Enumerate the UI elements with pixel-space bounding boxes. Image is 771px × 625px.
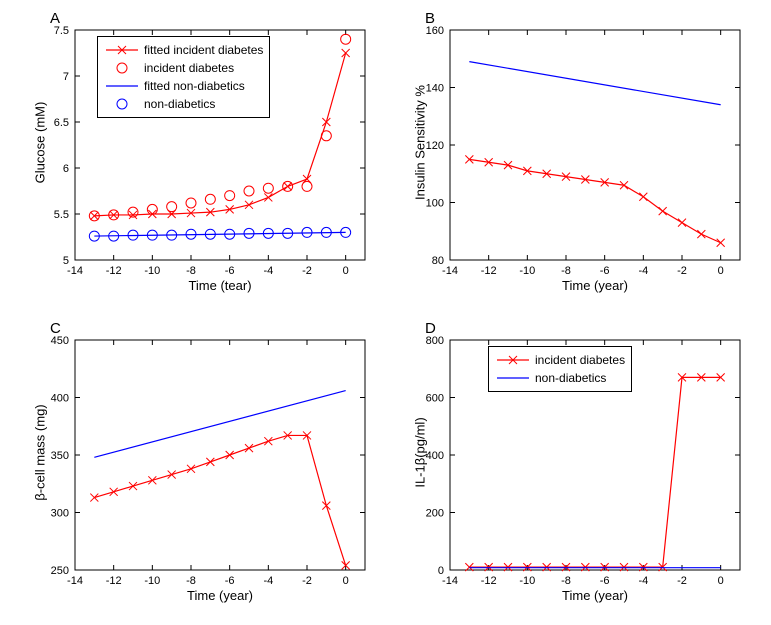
svg-text:250: 250 <box>51 565 69 577</box>
svg-text:100: 100 <box>426 198 444 210</box>
panel-a-ylabel: Glucose (mM) <box>33 98 48 188</box>
svg-text:800: 800 <box>426 335 444 347</box>
svg-text:-6: -6 <box>600 265 610 277</box>
panel-d-legend: incident diabetes non-diabetics <box>488 346 632 392</box>
legend-label: incident diabetes <box>144 61 234 75</box>
svg-text:-14: -14 <box>442 265 458 277</box>
panel-d-ylabel: IL-1β(pg/ml) <box>413 403 428 503</box>
svg-text:-8: -8 <box>186 265 196 277</box>
svg-text:-14: -14 <box>442 575 458 587</box>
svg-text:-6: -6 <box>225 575 235 587</box>
legend-item: non-diabetics <box>495 369 625 387</box>
svg-text:300: 300 <box>51 508 69 520</box>
svg-text:80: 80 <box>432 255 444 267</box>
panel-c-xlabel: Time (year) <box>75 588 365 603</box>
panel-c-svg: -14-12-10-8-6-4-20250300350400450 <box>75 340 365 570</box>
svg-text:0: 0 <box>718 575 724 587</box>
svg-text:-2: -2 <box>677 265 687 277</box>
legend-swatch <box>104 61 140 75</box>
panel-c: -14-12-10-8-6-4-20250300350400450 <box>75 340 365 570</box>
svg-text:-8: -8 <box>186 575 196 587</box>
svg-text:5.5: 5.5 <box>54 209 69 221</box>
svg-text:600: 600 <box>426 393 444 405</box>
svg-text:-4: -4 <box>263 265 273 277</box>
legend-swatch <box>104 43 140 57</box>
svg-text:6.5: 6.5 <box>54 117 69 129</box>
svg-text:7: 7 <box>63 71 69 83</box>
svg-text:-10: -10 <box>144 265 160 277</box>
legend-label: non-diabetics <box>535 371 606 385</box>
svg-text:-12: -12 <box>106 265 122 277</box>
svg-text:0: 0 <box>718 265 724 277</box>
legend-swatch <box>104 97 140 111</box>
legend-item: incident diabetes <box>495 351 625 369</box>
svg-text:-4: -4 <box>263 575 273 587</box>
svg-text:0: 0 <box>343 575 349 587</box>
legend-item: incident diabetes <box>104 59 263 77</box>
svg-text:-12: -12 <box>106 575 122 587</box>
svg-text:-10: -10 <box>144 575 160 587</box>
legend-item: fitted incident diabetes <box>104 41 263 59</box>
panel-d-xlabel: Time (year) <box>450 588 740 603</box>
legend-label: non-diabetics <box>144 97 215 111</box>
svg-text:-4: -4 <box>638 265 648 277</box>
svg-text:-2: -2 <box>302 265 312 277</box>
svg-text:-6: -6 <box>600 575 610 587</box>
panel-a-xlabel: Time (tear) <box>75 278 365 293</box>
panel-b: -14-12-10-8-6-4-2080100120140160 <box>450 30 740 260</box>
panel-b-ylabel: Insulin Sensitivity % <box>413 73 428 213</box>
figure-container: A -14-12-10-8-6-4-2055.566.577.5 Glucose… <box>0 0 771 625</box>
legend-item: non-diabetics <box>104 95 263 113</box>
svg-text:120: 120 <box>426 140 444 152</box>
svg-text:-10: -10 <box>519 575 535 587</box>
svg-text:-8: -8 <box>561 265 571 277</box>
legend-label: fitted incident diabetes <box>144 43 263 57</box>
svg-text:5: 5 <box>63 255 69 267</box>
svg-text:0: 0 <box>438 565 444 577</box>
svg-text:-14: -14 <box>67 265 83 277</box>
svg-text:-2: -2 <box>302 575 312 587</box>
svg-text:350: 350 <box>51 450 69 462</box>
legend-swatch <box>495 353 531 367</box>
panel-b-svg: -14-12-10-8-6-4-2080100120140160 <box>450 30 740 260</box>
svg-text:-6: -6 <box>225 265 235 277</box>
svg-text:400: 400 <box>426 450 444 462</box>
legend-item: fitted non-diabetics <box>104 77 263 95</box>
panel-a-legend: fitted incident diabetes incident diabete… <box>97 36 270 118</box>
svg-text:-14: -14 <box>67 575 83 587</box>
svg-text:140: 140 <box>426 83 444 95</box>
legend-label: incident diabetes <box>535 353 625 367</box>
svg-text:-2: -2 <box>677 575 687 587</box>
svg-text:-12: -12 <box>481 575 497 587</box>
svg-text:160: 160 <box>426 25 444 37</box>
panel-c-ylabel: β-cell mass (mg) <box>33 398 48 508</box>
svg-text:7.5: 7.5 <box>54 25 69 37</box>
svg-text:-8: -8 <box>561 575 571 587</box>
svg-text:6: 6 <box>63 163 69 175</box>
svg-text:-10: -10 <box>519 265 535 277</box>
svg-text:200: 200 <box>426 508 444 520</box>
svg-text:400: 400 <box>51 393 69 405</box>
legend-swatch <box>495 371 531 385</box>
svg-text:-12: -12 <box>481 265 497 277</box>
svg-text:450: 450 <box>51 335 69 347</box>
panel-b-xlabel: Time (year) <box>450 278 740 293</box>
svg-text:0: 0 <box>343 265 349 277</box>
svg-text:-4: -4 <box>638 575 648 587</box>
legend-label: fitted non-diabetics <box>144 79 245 93</box>
legend-swatch <box>104 79 140 93</box>
